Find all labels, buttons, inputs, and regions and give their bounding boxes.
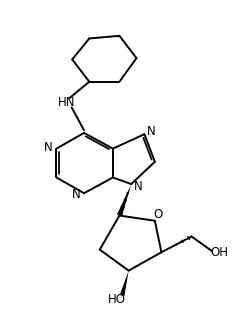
Text: N: N [147, 125, 156, 138]
Text: OH: OH [211, 246, 229, 259]
Text: O: O [153, 208, 163, 221]
Text: N: N [44, 141, 53, 154]
Polygon shape [117, 184, 131, 216]
Polygon shape [120, 271, 129, 296]
Text: N: N [134, 180, 143, 193]
Text: N: N [72, 188, 81, 201]
Text: HN: HN [58, 96, 76, 109]
Text: HO: HO [108, 293, 126, 306]
